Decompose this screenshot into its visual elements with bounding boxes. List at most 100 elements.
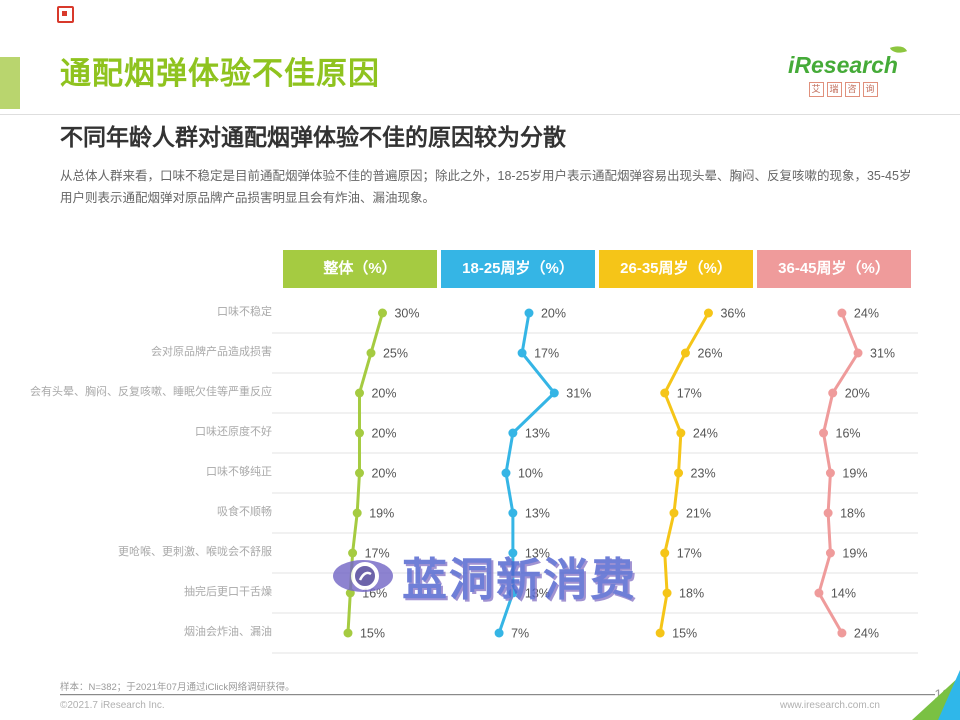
category-label: 烟油会炸油、漏油 bbox=[184, 626, 272, 639]
data-point bbox=[828, 388, 838, 398]
value-label: 24% bbox=[854, 627, 879, 641]
value-label: 36% bbox=[720, 307, 745, 321]
iresearch-logo-text: iResearch bbox=[778, 42, 908, 79]
data-point bbox=[669, 508, 679, 518]
legend-header-2: 26-35周岁（%） bbox=[599, 250, 753, 288]
category-label: 会对原品牌产品造成损害 bbox=[151, 346, 272, 359]
category-label: 口味还原度不好 bbox=[195, 426, 272, 439]
value-label: 15% bbox=[360, 627, 385, 641]
corner-triangle-blue bbox=[938, 670, 960, 720]
data-point bbox=[508, 508, 518, 518]
value-label: 16% bbox=[362, 587, 387, 601]
data-point bbox=[352, 508, 362, 518]
data-point bbox=[853, 348, 863, 358]
iresearch-wordmark: iResearch bbox=[788, 52, 898, 78]
value-label: 18% bbox=[840, 507, 865, 521]
data-point bbox=[655, 628, 665, 638]
value-label: 20% bbox=[371, 427, 396, 441]
data-point bbox=[494, 628, 504, 638]
value-label: 19% bbox=[369, 507, 394, 521]
brand-char: 咨 bbox=[844, 82, 860, 97]
value-label: 17% bbox=[365, 547, 390, 561]
value-label: 20% bbox=[371, 387, 396, 401]
data-point bbox=[819, 428, 829, 438]
value-label: 23% bbox=[691, 467, 716, 481]
data-point bbox=[508, 588, 518, 598]
value-label: 26% bbox=[697, 347, 722, 361]
data-point bbox=[501, 468, 511, 478]
data-point bbox=[524, 308, 534, 318]
data-point bbox=[703, 308, 713, 318]
copyright-text: ©2021.7 iResearch Inc. bbox=[60, 700, 165, 711]
data-point bbox=[837, 628, 847, 638]
header-divider bbox=[0, 114, 960, 115]
value-label: 19% bbox=[842, 547, 867, 561]
value-label: 17% bbox=[534, 347, 559, 361]
data-point bbox=[377, 308, 387, 318]
data-point bbox=[366, 348, 376, 358]
sample-note: 样本：N=382；于2021年07月通过iClick网络调研获得。 bbox=[60, 682, 295, 693]
category-label: 更呛喉、更刺激、喉咙会不舒服 bbox=[118, 546, 272, 559]
category-label: 会有头晕、胸闷、反复咳嗽、睡眠欠佳等严重反应 bbox=[30, 386, 272, 399]
legend-header-1: 18-25周岁（%） bbox=[441, 250, 595, 288]
data-point bbox=[662, 588, 672, 598]
legend-header-0: 整体（%） bbox=[283, 250, 437, 288]
value-label: 24% bbox=[854, 307, 879, 321]
value-label: 25% bbox=[383, 347, 408, 361]
iresearch-chinese-name: 艾瑞咨询 bbox=[778, 82, 908, 97]
value-label: 31% bbox=[870, 347, 895, 361]
value-label: 31% bbox=[566, 387, 591, 401]
value-label: 20% bbox=[845, 387, 870, 401]
value-label: 17% bbox=[677, 547, 702, 561]
value-label: 15% bbox=[672, 627, 697, 641]
data-point bbox=[508, 428, 518, 438]
website-url: www.iresearch.com.cn bbox=[779, 700, 880, 711]
iresearch-logo: iResearch 艾瑞咨询 bbox=[778, 42, 908, 97]
value-label: 7% bbox=[511, 627, 529, 641]
footer-divider bbox=[60, 694, 935, 696]
value-label: 18% bbox=[679, 587, 704, 601]
data-point bbox=[814, 588, 824, 598]
value-label: 13% bbox=[525, 507, 550, 521]
value-label: 13% bbox=[525, 587, 550, 601]
data-point bbox=[823, 508, 833, 518]
brand-char: 询 bbox=[862, 82, 878, 97]
data-point bbox=[825, 468, 835, 478]
data-point bbox=[517, 348, 527, 358]
red-stamp-logo bbox=[57, 6, 74, 23]
category-label: 抽完后更口干舌燥 bbox=[184, 586, 272, 599]
value-label: 20% bbox=[541, 307, 566, 321]
category-label: 口味不稳定 bbox=[217, 306, 272, 319]
value-label: 13% bbox=[525, 547, 550, 561]
value-label: 13% bbox=[525, 427, 550, 441]
data-point bbox=[825, 548, 835, 558]
chart: 整体（%） 18-25周岁（%） 26-35周岁（%） 36-45周岁（%） 口味不稳定… bbox=[0, 250, 960, 670]
data-point bbox=[348, 548, 358, 558]
data-point bbox=[354, 388, 364, 398]
category-label: 吸食不顺畅 bbox=[217, 506, 272, 519]
value-label: 20% bbox=[371, 467, 396, 481]
chart-canvas: 30% 25% 20% 20% 20% 19% 17% 16% 15% 20% 17% 31% 13% 1… bbox=[272, 307, 918, 654]
data-point bbox=[676, 428, 686, 438]
data-point bbox=[549, 388, 559, 398]
title-accent-bar bbox=[0, 57, 20, 109]
page-title: 通配烟弹体验不佳原因 bbox=[60, 56, 380, 91]
description-paragraph: 从总体人群来看，口味不稳定是目前通配烟弹体验不佳的普遍原因；除此之外，18-25… bbox=[60, 169, 912, 205]
data-point bbox=[343, 628, 353, 638]
legend-header-3: 36-45周岁（%） bbox=[757, 250, 911, 288]
value-label: 17% bbox=[677, 387, 702, 401]
value-label: 16% bbox=[836, 427, 861, 441]
data-point bbox=[680, 348, 690, 358]
value-label: 30% bbox=[394, 307, 419, 321]
brand-char: 瑞 bbox=[826, 82, 842, 97]
data-point bbox=[354, 428, 364, 438]
data-point bbox=[660, 548, 670, 558]
value-label: 10% bbox=[518, 467, 543, 481]
data-point bbox=[674, 468, 684, 478]
value-label: 14% bbox=[831, 587, 856, 601]
value-label: 24% bbox=[693, 427, 718, 441]
value-label: 21% bbox=[686, 507, 711, 521]
slide-subtitle: 不同年龄人群对通配烟弹体验不佳的原因较为分散 bbox=[60, 124, 566, 150]
data-point bbox=[354, 468, 364, 478]
